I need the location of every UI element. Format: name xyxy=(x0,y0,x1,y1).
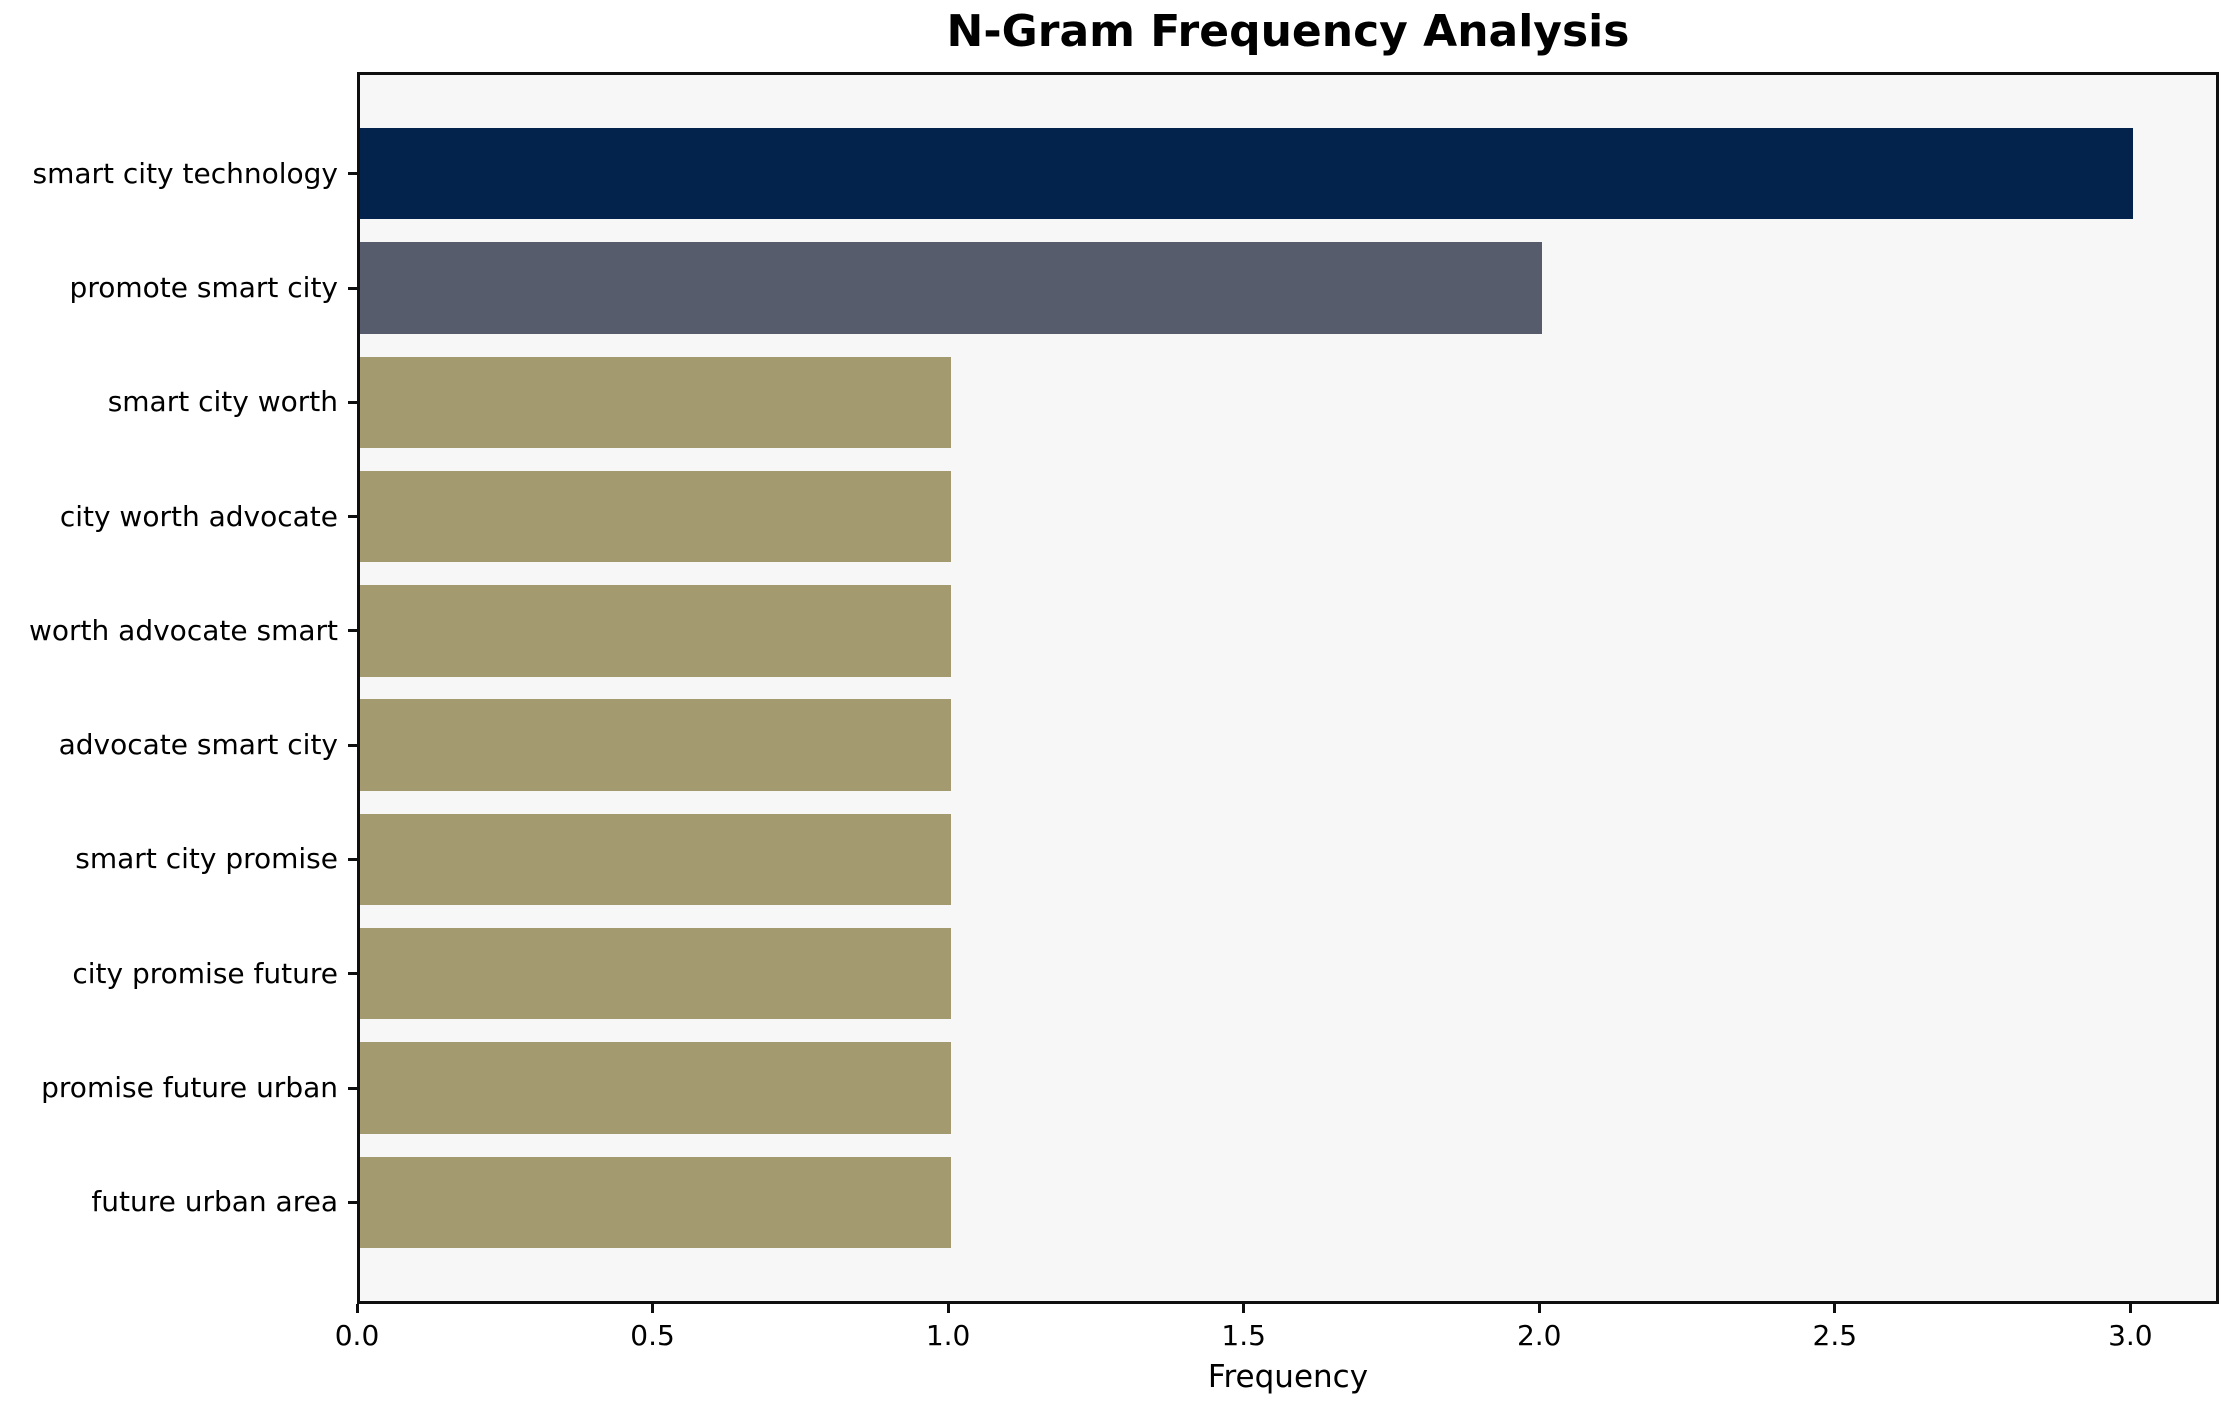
bar xyxy=(360,128,2134,220)
y-tick-mark xyxy=(348,172,357,176)
y-tick-mark xyxy=(348,1086,357,1090)
bar xyxy=(360,356,952,448)
x-tick-label: 0.0 xyxy=(334,1319,380,1352)
x-tick-mark xyxy=(1242,1304,1246,1313)
bar xyxy=(360,470,952,563)
y-tick-label: smart city promise xyxy=(75,842,338,876)
x-axis-label: Frequency xyxy=(1207,1359,1369,1395)
y-tick-label: city worth advocate xyxy=(59,499,338,533)
bar xyxy=(360,585,952,677)
y-tick-label: advocate smart city xyxy=(58,728,338,762)
y-tick-mark xyxy=(348,515,357,519)
y-tick-label: promote smart city xyxy=(69,271,338,304)
y-tick-mark xyxy=(348,857,357,861)
y-tick-label: future urban area xyxy=(91,1185,338,1219)
y-tick-label: promise future urban xyxy=(41,1071,338,1104)
chart-title: N-Gram Frequency Analysis xyxy=(946,6,1630,57)
bar xyxy=(360,242,1543,334)
y-tick-label: smart city worth xyxy=(107,385,338,419)
x-tick-mark xyxy=(1537,1304,1541,1313)
x-tick-label: 2.0 xyxy=(1516,1319,1562,1352)
x-tick-label: 1.0 xyxy=(925,1319,971,1352)
x-tick-mark xyxy=(946,1304,950,1313)
x-tick-label: 0.5 xyxy=(630,1319,675,1352)
x-tick-mark xyxy=(651,1304,655,1313)
x-tick-mark xyxy=(355,1304,359,1313)
x-tick-mark xyxy=(1833,1304,1837,1313)
bar xyxy=(360,813,952,906)
x-tick-label: 2.5 xyxy=(1812,1319,1858,1352)
y-tick-mark xyxy=(348,743,357,747)
bar xyxy=(360,699,952,791)
y-tick-label: worth advocate smart xyxy=(29,613,338,647)
y-tick-label: smart city technology xyxy=(32,156,338,190)
y-tick-mark xyxy=(348,972,357,976)
y-tick-label: city promise future xyxy=(72,956,338,990)
bar xyxy=(360,1042,952,1134)
bar xyxy=(360,1156,952,1248)
y-tick-mark xyxy=(348,1200,357,1204)
x-tick-label: 3.0 xyxy=(2108,1319,2153,1352)
y-tick-mark xyxy=(348,400,357,404)
y-tick-mark xyxy=(348,629,357,633)
x-tick-mark xyxy=(2128,1304,2132,1313)
y-tick-mark xyxy=(348,286,357,290)
plot-area xyxy=(357,72,2219,1304)
x-tick-label: 1.5 xyxy=(1221,1319,1266,1352)
bar xyxy=(360,928,952,1020)
